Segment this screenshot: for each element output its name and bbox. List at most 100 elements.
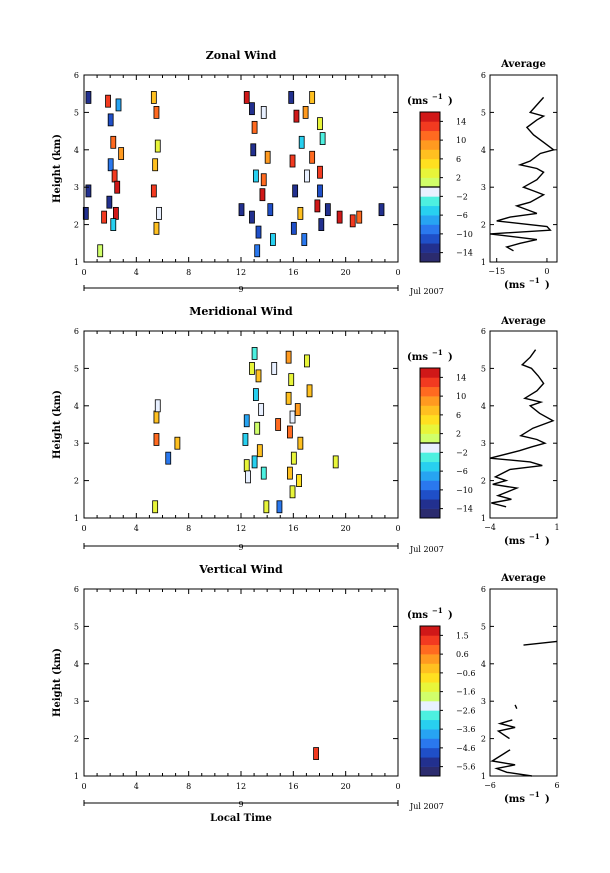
data-cell (263, 500, 270, 514)
data-cell (287, 425, 293, 439)
colorbar-unit-exp: −1 (432, 606, 443, 615)
colorbar-segment (420, 121, 440, 132)
average-y-tick-label: 5 (481, 108, 486, 117)
colorbar-segment (420, 672, 440, 683)
colorbar-tick-label: 0.6 (456, 650, 469, 659)
average-y-tick-label: 2 (481, 477, 486, 486)
average-y-tick-label: 2 (481, 221, 486, 230)
colorbar-segment (420, 443, 440, 453)
colorbar-segment (420, 187, 440, 197)
colorbar-segment (420, 710, 440, 721)
data-cell (152, 500, 159, 514)
x-axis-label: Local Time (210, 813, 272, 824)
panel-title: Meridional Wind (189, 305, 293, 318)
colorbar-segment (420, 168, 440, 178)
data-cell (298, 135, 305, 149)
colorbar-segment (420, 140, 440, 150)
data-cell (245, 470, 251, 484)
data-cell (85, 184, 92, 198)
average-frame (489, 330, 558, 519)
average-y-tick-label: 3 (481, 439, 486, 448)
colorbar-segment (420, 252, 440, 263)
colorbar-unit-close: ) (448, 96, 453, 107)
colorbar-tick-label: 10 (456, 136, 466, 145)
colorbar-unit-label: (ms (407, 96, 428, 107)
colorbar-segment (420, 654, 440, 664)
y-axis-label: Height (km) (52, 134, 63, 203)
colorbar-segment (420, 757, 440, 767)
colorbar-segment (420, 691, 440, 702)
x-tick-label: 20 (341, 524, 351, 533)
colorbar-segment (420, 205, 440, 216)
y-tick-label: 5 (74, 364, 79, 373)
data-cell (349, 214, 356, 228)
data-cell (285, 391, 292, 405)
data-cell (289, 410, 296, 424)
average-y-tick-label: 1 (481, 258, 486, 267)
y-tick-label: 6 (74, 327, 79, 336)
colorbar-tick-label: 1.5 (456, 631, 469, 640)
colorbar-segment (420, 461, 440, 472)
colorbar-tick-label: 14 (456, 117, 466, 126)
colorbar-segment (420, 224, 440, 235)
data-cell (256, 444, 263, 458)
panel-title: Zonal Wind (206, 49, 277, 62)
data-cell (150, 91, 157, 104)
x-tick-label: 16 (288, 268, 298, 277)
average-y-tick-label: 6 (481, 71, 486, 80)
data-cell (242, 433, 249, 446)
data-cell (267, 203, 274, 217)
colorbar-segment (420, 701, 440, 711)
average-y-tick-label: 6 (481, 585, 486, 594)
colorbar-tick-label: −1.6 (456, 688, 475, 697)
data-cell (152, 158, 159, 172)
colorbar-tick-label: 14 (456, 373, 466, 382)
data-cell (107, 158, 114, 172)
average-x-tick-label: 1 (554, 523, 559, 532)
average-y-tick-label: 4 (481, 402, 486, 411)
y-tick-label: 2 (74, 477, 79, 486)
x-tick-label: 20 (341, 268, 351, 277)
data-cell (243, 414, 250, 428)
data-cell (107, 113, 114, 127)
colorbar-segment (420, 729, 440, 739)
y-tick-label: 2 (74, 735, 79, 744)
colorbar-segment (420, 766, 440, 777)
data-cell (249, 210, 255, 224)
data-cell (114, 180, 121, 194)
data-cell (106, 195, 113, 209)
average-frame (489, 588, 558, 777)
average-x-unit-close: ) (545, 536, 550, 547)
data-cell (304, 169, 310, 183)
data-cell (258, 403, 265, 416)
colorbar-segment (420, 433, 440, 444)
colorbar-segment (420, 368, 440, 378)
data-cell (150, 184, 157, 198)
average-y-tick-label: 5 (481, 364, 486, 373)
colorbar-tick-label: 6 (456, 411, 461, 420)
colorbar-segment (420, 489, 440, 500)
y-tick-label: 2 (74, 221, 79, 230)
data-cell (289, 154, 296, 168)
data-cell (110, 135, 117, 149)
average-x-tick-label: −15 (488, 267, 505, 276)
average-profile-line (489, 96, 556, 252)
colorbar-tick-label: −4.6 (456, 744, 475, 753)
x-tick-label: 4 (134, 782, 139, 791)
colorbar-tick-label: −2 (456, 448, 468, 457)
average-profile-line (489, 349, 555, 508)
data-cell (255, 225, 262, 239)
x-tick-label: 12 (236, 268, 246, 277)
y-tick-label: 5 (74, 108, 79, 117)
data-cell (254, 421, 261, 435)
average-profile-line (490, 749, 533, 777)
data-cell (111, 169, 118, 183)
data-cell (293, 109, 300, 123)
data-cell (165, 451, 172, 465)
data-cell (297, 206, 304, 220)
colorbar-segment (420, 644, 440, 655)
average-y-tick-label: 6 (481, 327, 486, 336)
colorbar-segment (420, 452, 440, 463)
x-tick-label: 4 (134, 524, 139, 533)
data-cell (264, 150, 271, 164)
